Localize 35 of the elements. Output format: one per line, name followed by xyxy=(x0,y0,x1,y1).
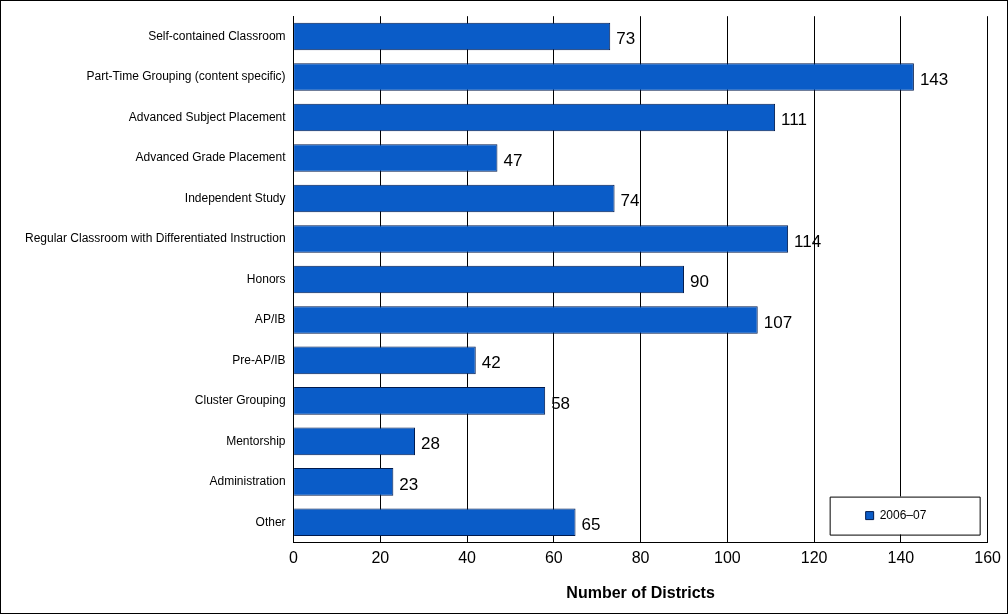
data-label: 107 xyxy=(763,312,793,332)
data-label: 90 xyxy=(689,272,709,292)
data-label: 143 xyxy=(919,69,949,89)
data-label: 73 xyxy=(616,29,636,49)
y-tick-label: Pre-AP/IB xyxy=(232,352,286,367)
x-tick-label: 40 xyxy=(458,548,477,566)
data-label: 28 xyxy=(421,434,440,454)
y-tick-label: Cluster Grouping xyxy=(194,393,286,408)
data-label: 111 xyxy=(781,110,807,130)
data-label: 42 xyxy=(481,353,501,373)
data-label: 74 xyxy=(620,191,640,211)
y-tick-label: Self-contained Classroom xyxy=(148,28,286,43)
data-label: 23 xyxy=(399,474,419,494)
x-tick-label: 120 xyxy=(800,548,828,566)
x-tick-label: 140 xyxy=(887,548,915,566)
x-tick-label: 100 xyxy=(714,548,741,566)
x-tick-label: 60 xyxy=(544,548,563,566)
y-tick-label: Honors xyxy=(246,271,286,286)
x-tick-label: 20 xyxy=(371,548,390,566)
x-axis-title: Number of Districts xyxy=(566,583,715,601)
y-tick-label: Other xyxy=(255,514,286,529)
x-tick-label: 80 xyxy=(631,548,650,566)
y-tick-label: Advanced Grade Placement xyxy=(135,150,287,165)
y-tick-label: Part-Time Grouping (content specific) xyxy=(86,69,286,84)
legend-label: 2006–07 xyxy=(879,507,927,522)
x-tick-label: 160 xyxy=(974,548,1002,566)
y-tick-label: Advanced Subject Placement xyxy=(128,109,287,124)
y-tick-label: Mentorship xyxy=(226,433,286,448)
y-tick-label: Regular Classroom with Differentiated Instruction xyxy=(25,231,286,246)
y-tick-label: Independent Study xyxy=(184,190,286,205)
data-label: 65 xyxy=(581,515,601,535)
y-tick-label: Administration xyxy=(209,474,286,489)
data-label: 47 xyxy=(503,150,523,170)
y-tick-label: AP/IB xyxy=(254,312,286,327)
x-tick-label: 0 xyxy=(289,548,299,566)
